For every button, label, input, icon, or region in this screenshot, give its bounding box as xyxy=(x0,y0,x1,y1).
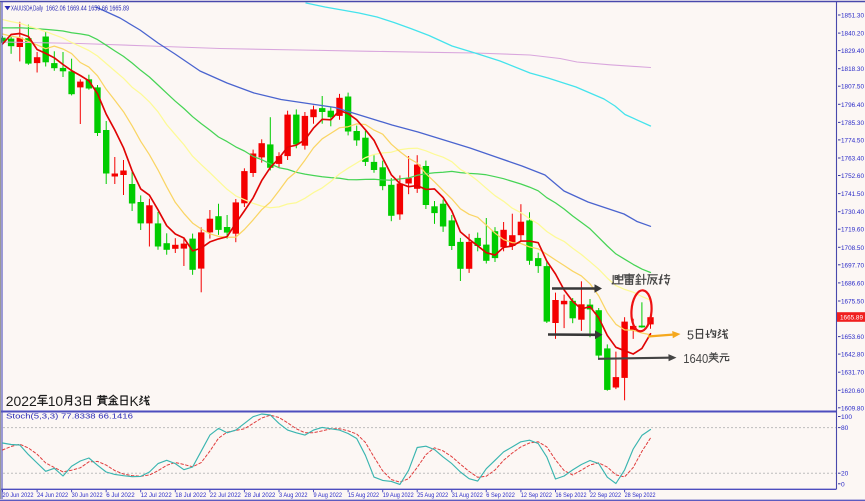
svg-text:1642.80: 1642.80 xyxy=(841,352,864,359)
svg-text:1807.50: 1807.50 xyxy=(841,84,864,91)
svg-text:1662.06 1669.44 1659.66 1665.8: 1662.06 1669.44 1659.66 1665.89 xyxy=(46,6,129,13)
svg-text:16 Sep 2022: 16 Sep 2022 xyxy=(556,492,587,499)
svg-text:80: 80 xyxy=(841,425,849,432)
svg-text:6 Sep 2022: 6 Sep 2022 xyxy=(486,492,515,499)
svg-text:1818.30: 1818.30 xyxy=(841,66,864,73)
svg-text:22 Jul 2022: 22 Jul 2022 xyxy=(210,492,241,499)
svg-text:20 Jun 2022: 20 Jun 2022 xyxy=(3,492,34,499)
svg-text:3 Aug 2022: 3 Aug 2022 xyxy=(279,492,308,499)
svg-text:1730.40: 1730.40 xyxy=(841,209,864,216)
svg-text:12 Sep 2022: 12 Sep 2022 xyxy=(521,492,552,499)
svg-text:1708.50: 1708.50 xyxy=(841,245,864,252)
svg-text:1675.50: 1675.50 xyxy=(841,299,864,306)
svg-text:1620.60: 1620.60 xyxy=(841,388,864,395)
svg-text:XAUUSD#,Daily: XAUUSD#,Daily xyxy=(11,6,43,13)
svg-text:28 Sep 2022: 28 Sep 2022 xyxy=(625,492,656,499)
svg-text:1719.60: 1719.60 xyxy=(841,227,864,234)
svg-text:28 Jul 2022: 28 Jul 2022 xyxy=(244,492,275,499)
svg-text:1796.40: 1796.40 xyxy=(841,102,864,109)
svg-text:22 Sep 2022: 22 Sep 2022 xyxy=(590,492,621,499)
svg-text:1653.60: 1653.60 xyxy=(841,334,864,341)
svg-text:3: 3 xyxy=(74,393,82,409)
svg-text:0: 0 xyxy=(841,481,845,488)
svg-text:1697.70: 1697.70 xyxy=(841,262,864,269)
svg-text:24 Jun 2022: 24 Jun 2022 xyxy=(37,492,68,499)
svg-text:12 Jul 2022: 12 Jul 2022 xyxy=(141,492,172,499)
svg-text:Stoch(5,3,3) 77.8338 66.1416: Stoch(5,3,3) 77.8338 66.1416 xyxy=(6,414,133,421)
svg-text:1763.40: 1763.40 xyxy=(841,156,864,163)
svg-text:1741.50: 1741.50 xyxy=(841,191,864,198)
svg-text:1640: 1640 xyxy=(683,351,708,366)
svg-text:1785.30: 1785.30 xyxy=(841,120,864,127)
svg-text:1609.80: 1609.80 xyxy=(841,405,864,412)
svg-text:1774.50: 1774.50 xyxy=(841,137,864,144)
svg-text:18 Jul 2022: 18 Jul 2022 xyxy=(175,492,206,499)
svg-text:1631.70: 1631.70 xyxy=(841,370,864,377)
svg-text:1665.89: 1665.89 xyxy=(840,315,863,322)
svg-text:20: 20 xyxy=(841,471,849,478)
svg-text:5: 5 xyxy=(687,329,694,343)
svg-text:1752.60: 1752.60 xyxy=(841,173,864,180)
svg-text:K: K xyxy=(130,393,140,409)
svg-text:100: 100 xyxy=(841,414,852,421)
svg-text:1829.40: 1829.40 xyxy=(841,48,864,55)
svg-text:19 Aug 2022: 19 Aug 2022 xyxy=(383,492,414,499)
svg-text:9 Aug 2022: 9 Aug 2022 xyxy=(314,492,343,499)
svg-text:1851.30: 1851.30 xyxy=(841,13,864,20)
svg-text:25 Aug 2022: 25 Aug 2022 xyxy=(417,492,448,499)
svg-text:31 Aug 2022: 31 Aug 2022 xyxy=(452,492,483,499)
svg-text:1686.60: 1686.60 xyxy=(841,280,864,287)
svg-text:30 Jun 2022: 30 Jun 2022 xyxy=(72,492,103,499)
svg-text:1840.20: 1840.20 xyxy=(841,31,864,38)
svg-text:10: 10 xyxy=(48,393,64,409)
svg-text:2022: 2022 xyxy=(6,393,37,409)
svg-text:15 Aug 2022: 15 Aug 2022 xyxy=(348,492,379,499)
svg-text:6 Jul 2022: 6 Jul 2022 xyxy=(106,492,135,499)
